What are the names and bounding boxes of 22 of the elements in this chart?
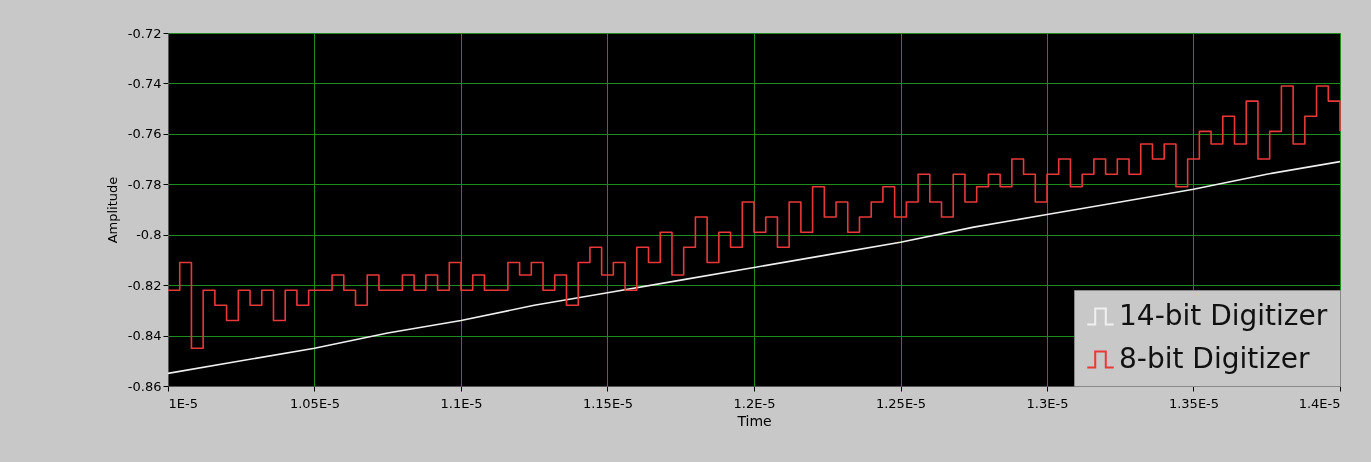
y-axis-title: Amplitude	[104, 176, 120, 244]
x-tick-label: 1.35E-5	[1168, 395, 1220, 411]
x-tick-label: 1.4E-5	[1298, 395, 1341, 411]
legend-label: 8-bit Digitizer	[1119, 341, 1310, 375]
y-tick-label: -0.74	[127, 75, 162, 91]
y-tick-label: -0.82	[127, 277, 162, 293]
y-tick-label: -0.86	[127, 378, 162, 394]
legend-label: 14-bit Digitizer	[1119, 298, 1328, 332]
x-tick-label: 1E-5	[168, 395, 198, 411]
y-tick-label: -0.84	[127, 328, 162, 344]
line-series	[167, 160, 1341, 375]
x-tick-label: 1.15E-5	[582, 395, 634, 411]
x-tick-label: 1.05E-5	[289, 395, 341, 411]
y-tick-label: -0.76	[127, 126, 162, 142]
x-tick-label: 1.3E-5	[1026, 395, 1069, 411]
x-tick-label: 1.2E-5	[733, 395, 776, 411]
x-tick-label: 1.25E-5	[875, 395, 927, 411]
x-axis-title: Time	[736, 412, 772, 429]
y-tick-label: -0.72	[127, 25, 162, 41]
y-tick-label: -0.78	[127, 176, 162, 192]
y-tick-label: -0.8	[136, 227, 162, 243]
x-tick-label: 1.1E-5	[440, 395, 483, 411]
